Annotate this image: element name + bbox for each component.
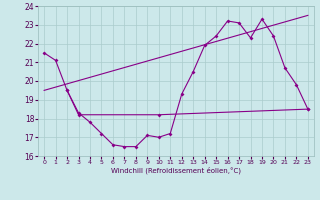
X-axis label: Windchill (Refroidissement éolien,°C): Windchill (Refroidissement éolien,°C): [111, 167, 241, 174]
